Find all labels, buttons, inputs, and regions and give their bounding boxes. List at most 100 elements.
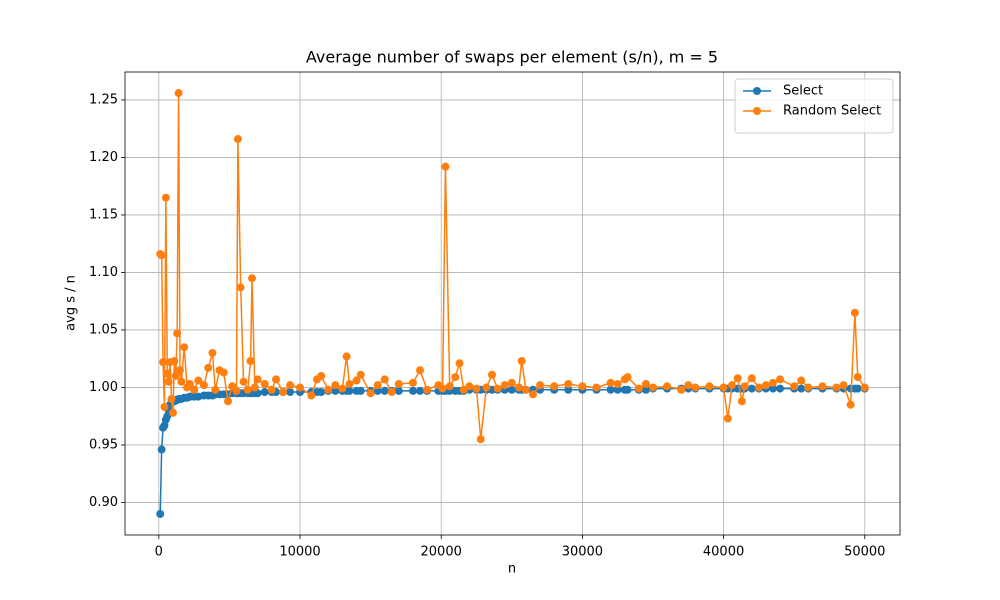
point	[818, 382, 827, 391]
legend-label: Random Select	[783, 104, 881, 119]
point	[536, 381, 545, 390]
point	[790, 382, 799, 391]
point	[208, 348, 217, 357]
point	[521, 385, 530, 394]
point	[592, 383, 601, 392]
point	[279, 388, 288, 397]
point	[445, 382, 454, 391]
point	[441, 162, 450, 171]
point	[267, 385, 276, 394]
point	[177, 377, 186, 386]
x-tick-label: 30000	[562, 545, 603, 560]
point	[684, 381, 693, 390]
y-tick-label: 1.00	[89, 380, 118, 395]
point	[623, 385, 632, 394]
point	[754, 383, 763, 392]
point	[233, 135, 242, 144]
point	[606, 385, 615, 394]
y-tick-label: 1.10	[89, 265, 118, 280]
x-tick-label: 40000	[703, 545, 744, 560]
point	[345, 386, 354, 395]
chart-title: Average number of swaps per element (s/n…	[306, 48, 718, 67]
point	[507, 378, 516, 387]
point	[832, 383, 841, 392]
y-tick-label: 1.05	[89, 322, 118, 337]
point	[488, 370, 497, 379]
point	[507, 385, 516, 394]
point	[606, 378, 615, 387]
point	[514, 383, 523, 392]
point	[156, 509, 165, 518]
point	[157, 445, 166, 454]
point	[286, 388, 295, 397]
point	[161, 193, 170, 202]
point	[733, 374, 742, 383]
point	[846, 400, 855, 409]
point	[199, 381, 208, 390]
point	[578, 382, 587, 391]
point	[776, 375, 785, 384]
point	[737, 397, 746, 406]
point	[416, 366, 425, 375]
point	[641, 380, 650, 389]
point	[853, 373, 862, 382]
point	[194, 376, 203, 385]
point	[380, 375, 389, 384]
point	[804, 383, 813, 392]
point	[164, 377, 173, 386]
point	[408, 378, 417, 387]
point	[634, 384, 643, 393]
point	[170, 357, 179, 366]
point	[677, 385, 686, 394]
point	[797, 384, 806, 393]
point	[423, 385, 432, 394]
point	[564, 380, 573, 389]
legend-label: Select	[783, 84, 823, 99]
point	[260, 380, 269, 389]
y-tick-label: 0.95	[89, 437, 118, 452]
point	[246, 357, 255, 366]
point	[243, 385, 252, 394]
y-axis-label: avg s / n	[64, 275, 79, 331]
point	[482, 383, 491, 392]
point	[160, 403, 169, 412]
point	[232, 386, 241, 395]
point	[416, 386, 425, 395]
point	[747, 384, 756, 393]
point	[768, 384, 777, 393]
point	[331, 381, 340, 390]
point	[476, 435, 485, 444]
point	[307, 391, 316, 400]
point	[296, 383, 305, 392]
point	[356, 370, 365, 379]
x-tick-label: 50000	[844, 545, 885, 560]
x-tick-label: 10000	[279, 545, 320, 560]
point	[338, 384, 347, 393]
point	[286, 381, 295, 390]
point	[345, 380, 354, 389]
point	[342, 352, 351, 361]
point	[171, 371, 180, 380]
x-axis-label: n	[508, 562, 516, 577]
point	[352, 376, 361, 385]
legend-marker	[753, 87, 761, 95]
point	[260, 388, 269, 397]
point	[253, 375, 262, 384]
point	[168, 408, 177, 417]
point	[317, 371, 326, 380]
point	[517, 357, 526, 366]
point	[175, 366, 184, 375]
plot-frame	[124, 71, 901, 536]
point	[768, 378, 777, 387]
point	[394, 380, 403, 389]
point	[564, 385, 573, 394]
point	[797, 376, 806, 385]
point	[219, 368, 228, 377]
point	[493, 384, 502, 393]
point	[723, 414, 732, 423]
point	[472, 384, 481, 393]
point	[167, 394, 176, 403]
point	[248, 274, 257, 283]
point	[663, 382, 672, 391]
point	[211, 385, 220, 394]
